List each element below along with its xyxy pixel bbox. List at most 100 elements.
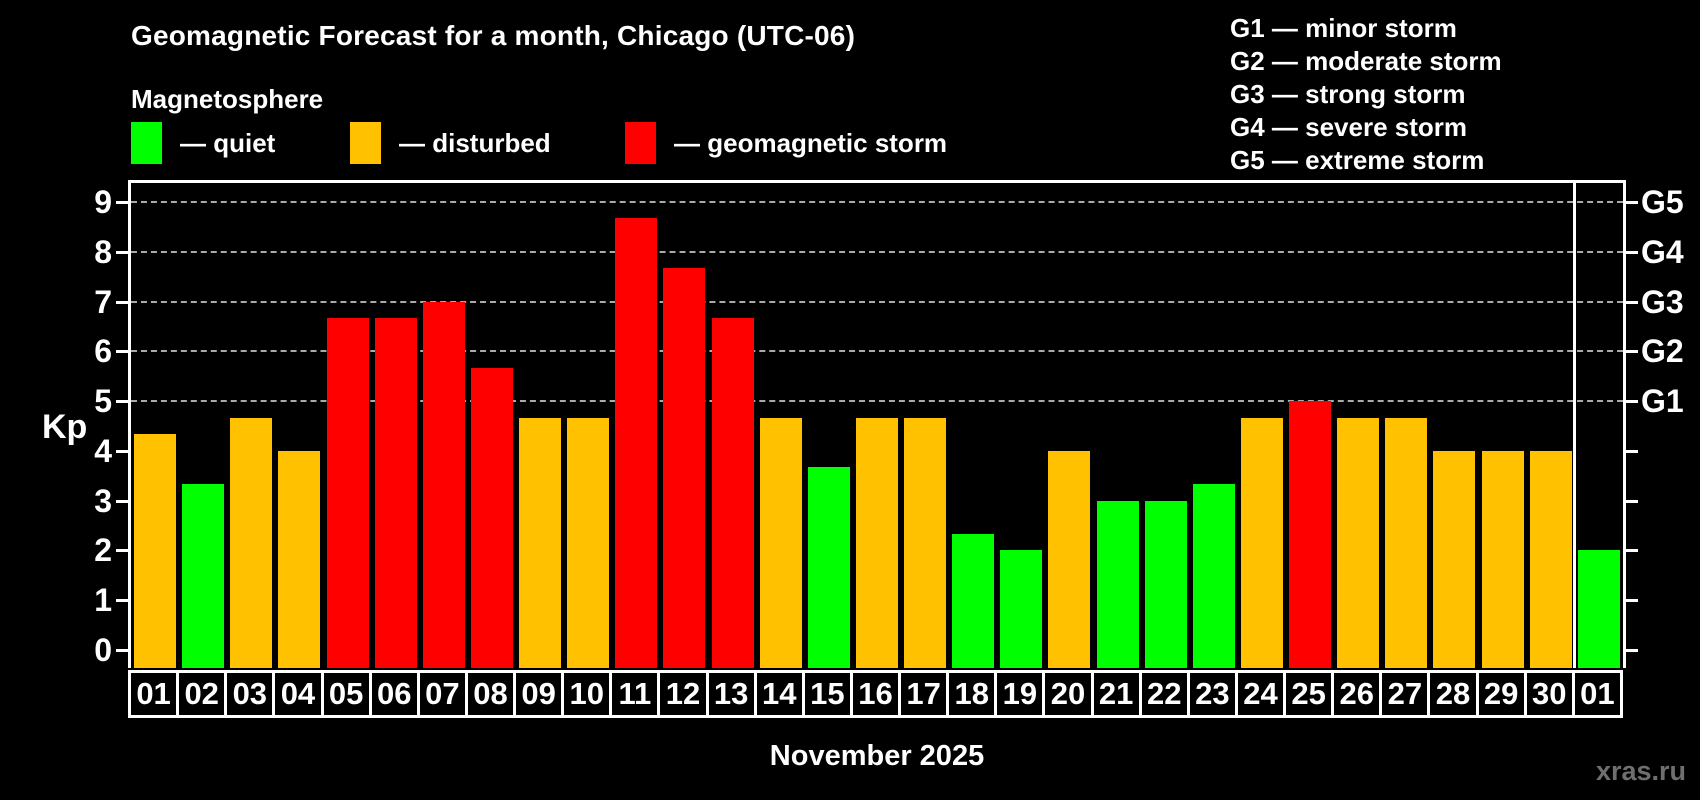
legend-item-storm: — geomagnetic storm (625, 121, 947, 165)
storm-color-swatch (625, 122, 656, 164)
day-cell-11: 11 (609, 670, 661, 718)
gridline-kp8 (131, 250, 1623, 253)
quiet-color-swatch (131, 122, 162, 164)
g-scale-legend: G1 — minor storm G2 — moderate storm G3 … (1230, 12, 1502, 177)
left-tick-3 (116, 499, 128, 503)
bar-day-09 (519, 417, 562, 668)
quiet-legend-label: — quiet (180, 127, 276, 158)
bar-day-16 (855, 417, 898, 668)
left-tick-0 (116, 649, 128, 652)
right-tick-8 (1626, 250, 1638, 254)
gridline-kp6 (131, 350, 1623, 353)
g2-legend-line: G2 — moderate storm (1230, 46, 1502, 76)
right-tick-5 (1626, 400, 1638, 404)
day-cell-22: 22 (1138, 670, 1190, 718)
day-cell-25: 25 (1283, 670, 1335, 718)
day-cell-12: 12 (657, 670, 709, 718)
bar-day-18 (952, 534, 995, 668)
left-tick-7 (116, 300, 128, 304)
bar-day-28 (1433, 450, 1476, 668)
y-tick-label-4: 4 (94, 432, 112, 469)
bar-day-19 (1000, 550, 1043, 668)
gridline-kp5 (131, 400, 1623, 403)
left-tick-8 (116, 250, 128, 254)
day-cell-6: 06 (368, 670, 420, 718)
chart-title: Geomagnetic Forecast for a month, Chicag… (131, 20, 856, 51)
day-cell-8: 08 (464, 670, 517, 718)
day-cell-17: 17 (898, 670, 950, 718)
storm-legend-label: — geomagnetic storm (674, 127, 948, 158)
day-cell-18: 18 (946, 670, 998, 718)
y-tick-label-0: 0 (94, 632, 112, 668)
day-cell-10: 10 (561, 670, 613, 718)
day-cell-15: 15 (801, 670, 853, 718)
y-tick-label-1: 1 (94, 582, 112, 619)
day-cell-5: 05 (320, 670, 372, 718)
right-tick-4 (1626, 449, 1638, 453)
watermark-text: xras.ru (1595, 756, 1686, 786)
bar-day-27 (1385, 417, 1428, 668)
day-cell-30: 30 (1523, 670, 1575, 718)
right-tick-7 (1626, 300, 1638, 304)
day-cell-23: 23 (1186, 670, 1238, 718)
g-tick-label-g5: G5 (1641, 183, 1684, 220)
y-tick-label-6: 6 (94, 333, 112, 370)
left-tick-6 (116, 350, 128, 354)
bar-day-30 (1529, 450, 1572, 668)
y-axis-title: Kp (42, 408, 88, 446)
bar-day-02 (182, 484, 225, 668)
g-tick-label-g1: G1 (1641, 383, 1684, 420)
day-cell-1: 01 (128, 670, 180, 718)
right-tick-2 (1626, 549, 1638, 553)
bar-day-21 (1096, 500, 1139, 668)
x-axis-title: November 2025 (769, 740, 985, 772)
left-tick-1 (116, 599, 128, 603)
bar-day-14 (759, 417, 802, 668)
right-tick-1 (1626, 599, 1638, 603)
right-axis-line (1623, 180, 1626, 668)
legend-item-disturbed: — disturbed (350, 121, 551, 165)
bar-day-20 (1048, 450, 1091, 668)
g-tick-label-g4: G4 (1641, 233, 1684, 270)
y-tick-label-5: 5 (94, 383, 112, 420)
right-tick-3 (1626, 499, 1638, 503)
day-cell-4: 04 (272, 670, 324, 718)
bar-day-26 (1337, 417, 1380, 668)
gridline-kp9 (131, 200, 1623, 203)
y-tick-label-9: 9 (94, 183, 112, 220)
g4-legend-line: G4 — severe storm (1230, 112, 1468, 142)
bar-day-10 (567, 417, 610, 668)
bar-day-01 (1577, 550, 1620, 668)
day-cell-31: 01 (1571, 670, 1623, 718)
day-cell-7: 07 (416, 670, 468, 718)
day-cell-16: 16 (849, 670, 902, 718)
bar-day-03 (230, 417, 273, 668)
plot-area (131, 183, 1623, 668)
bar-day-07 (422, 301, 465, 668)
bar-day-23 (1192, 484, 1235, 668)
bar-day-15 (807, 467, 850, 668)
g-tick-label-g3: G3 (1641, 283, 1684, 320)
bar-day-05 (326, 317, 369, 668)
y-tick-label-2: 2 (94, 532, 112, 569)
day-cell-9: 09 (513, 670, 565, 718)
day-cell-14: 14 (753, 670, 805, 718)
day-cell-26: 26 (1331, 670, 1383, 718)
day-cell-20: 20 (1042, 670, 1094, 718)
g1-legend-line: G1 — minor storm (1230, 13, 1457, 43)
left-tick-4 (116, 449, 128, 453)
left-axis-line (128, 180, 131, 668)
month-separator-line (1573, 183, 1577, 668)
day-cell-28: 28 (1427, 670, 1479, 718)
bar-day-04 (278, 450, 321, 668)
day-cell-27: 27 (1379, 670, 1431, 718)
bar-day-29 (1481, 450, 1524, 668)
bar-day-13 (711, 317, 754, 668)
right-tick-0 (1626, 649, 1638, 652)
disturbed-color-swatch (350, 122, 381, 164)
day-cell-13: 13 (705, 670, 757, 718)
plot-top-border (128, 180, 1626, 183)
bar-day-22 (1144, 500, 1187, 668)
legend-item-quiet: — quiet (131, 121, 275, 165)
